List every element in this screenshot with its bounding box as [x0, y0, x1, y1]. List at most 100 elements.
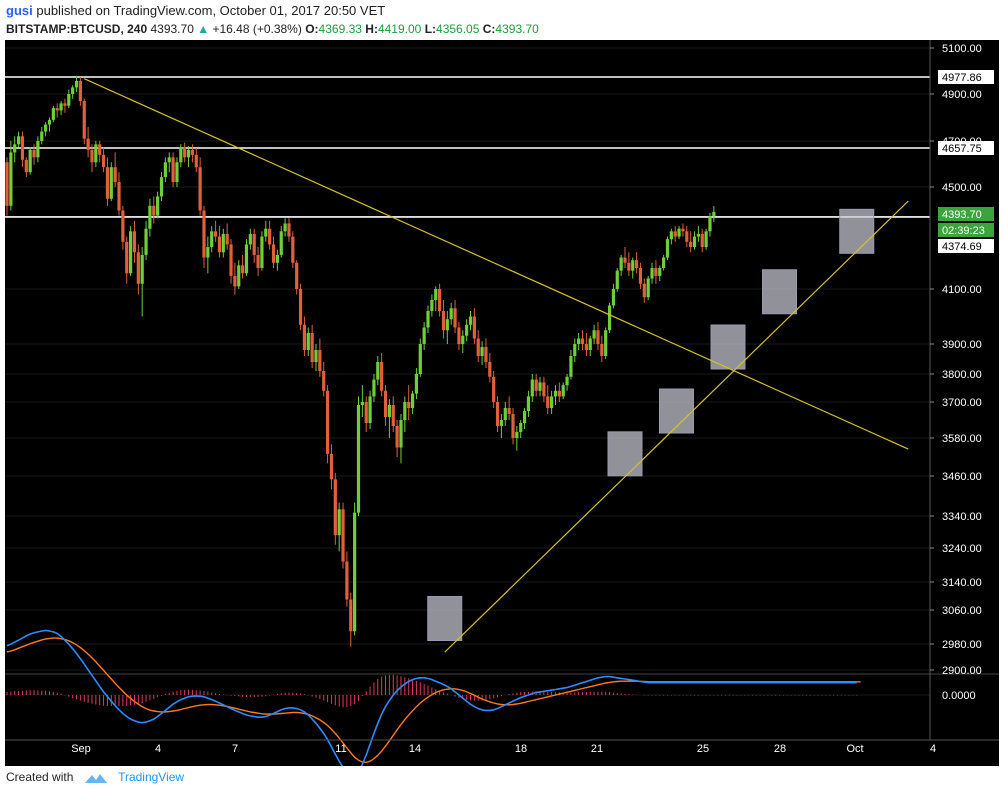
- tradingview-cloud-icon: [84, 773, 107, 783]
- candle-body: [325, 390, 330, 454]
- candle-body: [457, 327, 461, 344]
- candle-body: [256, 254, 260, 269]
- price-tick-label: 3800.00: [942, 369, 982, 381]
- candle-body: [318, 350, 322, 371]
- candle-body: [82, 101, 86, 139]
- change-value: +16.48 (+0.38%): [212, 22, 302, 36]
- candle-body: [689, 241, 693, 248]
- time-tick-label: 25: [697, 743, 709, 755]
- price-chart[interactable]: 5100.004900.004700.004500.004100.003900.…: [5, 40, 999, 766]
- candle-body: [704, 231, 708, 248]
- time-tick-label: 18: [515, 743, 527, 755]
- candle-body: [101, 154, 106, 168]
- candle-body: [376, 362, 380, 380]
- candle-body: [298, 289, 303, 325]
- publish-line: gusi published on TradingView.com, Octob…: [6, 2, 996, 20]
- horizontal-levels: [5, 76, 930, 218]
- candle-body: [654, 268, 658, 276]
- candle-body: [129, 231, 133, 274]
- candle-body: [480, 347, 484, 356]
- candle-body: [441, 311, 446, 331]
- candle-body: [360, 402, 364, 405]
- candle-body: [221, 233, 225, 253]
- candle-body: [584, 344, 588, 350]
- interval: 240: [127, 22, 148, 36]
- time-tick-label: Sep: [71, 743, 91, 755]
- symbol: BITSTAMP:BTCUSD: [6, 22, 121, 36]
- candle-body: [534, 379, 538, 391]
- candle-body: [32, 149, 36, 158]
- candle-body: [275, 254, 279, 263]
- price-axis[interactable]: 5100.004900.004700.004500.004100.003900.…: [929, 40, 994, 766]
- candle-body: [295, 262, 299, 289]
- price-label: 4657.75: [942, 143, 982, 155]
- candle-body: [264, 228, 268, 237]
- price-label: 4374.69: [942, 241, 982, 253]
- candle-body: [638, 268, 643, 284]
- candle-body: [94, 144, 98, 163]
- candle-body: [183, 147, 187, 158]
- candle-body: [113, 167, 117, 183]
- candle-body: [283, 223, 287, 232]
- last-price: 4393.70: [150, 22, 194, 36]
- candle-body: [152, 205, 156, 216]
- candle-body: [646, 278, 650, 298]
- candle-body: [171, 157, 175, 183]
- price-tick-label: 3460.00: [942, 471, 982, 483]
- candle-body: [530, 379, 534, 397]
- candle-body: [109, 167, 113, 199]
- candle-body: [156, 196, 160, 216]
- candle-body: [418, 344, 422, 374]
- candle-body: [74, 80, 79, 88]
- candle-body: [391, 405, 395, 426]
- candle-body: [488, 362, 492, 377]
- support-box: [710, 324, 746, 370]
- price-tick-label: 3060.00: [942, 605, 982, 617]
- price-tick-label: 4100.00: [942, 284, 982, 296]
- candle-body: [569, 356, 573, 377]
- price-tick-label: 3700.00: [942, 397, 982, 409]
- candle-body: [476, 338, 480, 356]
- candle-body: [44, 124, 48, 132]
- candle-body: [542, 382, 546, 397]
- candle-body: [51, 108, 55, 120]
- published-text: published on TradingView.com, October 01…: [36, 3, 386, 18]
- candle-body: [163, 162, 167, 178]
- candle-body: [125, 241, 129, 274]
- candle-body: [515, 432, 519, 438]
- candle-body: [387, 405, 391, 417]
- price-label-box: [938, 70, 994, 84]
- candle-body: [28, 149, 32, 173]
- price-tick-label: 5100.00: [942, 43, 982, 55]
- candle-body: [453, 308, 457, 328]
- macd-pane: [5, 629, 999, 766]
- candle-body: [252, 233, 256, 255]
- candle-body: [685, 231, 689, 242]
- candle-body: [407, 402, 411, 408]
- time-tick-label: Oct: [846, 743, 863, 755]
- candle-body: [600, 344, 604, 356]
- high-value: 4419.00: [377, 22, 422, 36]
- time-axis[interactable]: Sep 4 7 11 14 18 21 25 28 Oct 4: [5, 739, 999, 755]
- candle-body: [248, 233, 252, 245]
- candle-body: [403, 402, 407, 420]
- candle-body: [430, 300, 434, 311]
- time-tick-label: 7: [232, 743, 238, 755]
- candle-body: [186, 149, 191, 158]
- candle-body: [148, 205, 152, 229]
- close-label: C:: [482, 22, 496, 36]
- support-boxes: [427, 208, 875, 641]
- candle-body: [241, 265, 245, 274]
- candle-body: [380, 362, 384, 391]
- candle-body: [159, 177, 164, 197]
- candle-body: [353, 512, 357, 632]
- open-value: 4369.33: [318, 22, 362, 36]
- price-tick-label: 2900.00: [942, 665, 982, 677]
- candle-body: [565, 376, 569, 386]
- candle-body: [132, 231, 137, 253]
- chart-background: [5, 40, 999, 766]
- author-link[interactable]: gusi: [6, 3, 33, 18]
- candle-body: [55, 108, 59, 111]
- candle-body: [78, 80, 82, 102]
- tradingview-link[interactable]: TradingView: [118, 770, 185, 784]
